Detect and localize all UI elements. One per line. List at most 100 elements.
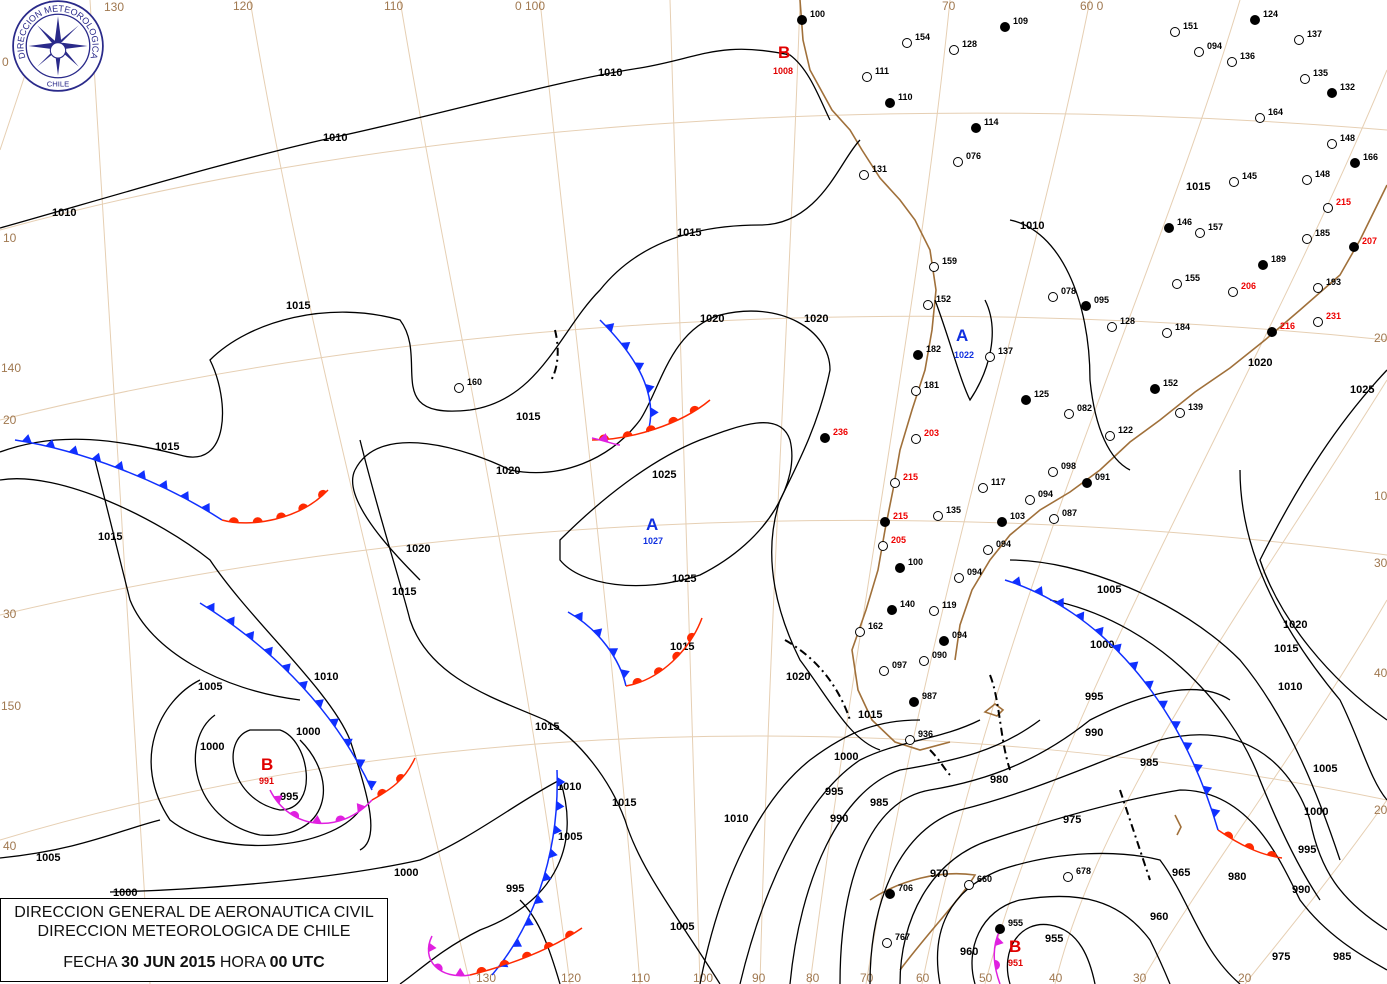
grid-label: 140 [1, 361, 21, 375]
cold-front [567, 611, 627, 687]
isobar-label: 1020 [700, 313, 724, 325]
station-plot: 097 [879, 660, 907, 676]
station-plot: 205 [878, 535, 906, 551]
grid-label: 30 [1133, 971, 1147, 984]
isobar-label: 1015 [392, 586, 416, 598]
low-pressure-value: 1008 [773, 66, 793, 76]
cloud-cover-icon [909, 697, 919, 707]
front-triangle [1158, 700, 1168, 710]
front-semicircle [994, 960, 1001, 971]
station-pressure: 181 [924, 380, 939, 390]
cloud-cover-icon [890, 478, 900, 488]
front-triangle [205, 602, 215, 613]
front-triangle [136, 470, 146, 480]
station-plot: 103 [997, 511, 1025, 527]
front-triangle [1144, 680, 1154, 690]
cloud-cover-icon [949, 45, 959, 55]
station-plot: 140 [887, 599, 915, 615]
front-semicircle [672, 651, 681, 661]
station-pressure: 767 [895, 932, 910, 942]
cloud-cover-icon [1300, 74, 1310, 84]
station-plot: 100 [895, 557, 923, 573]
station-plot: 185 [1302, 228, 1330, 244]
cloud-cover-icon [1229, 177, 1239, 187]
station-pressure: 119 [942, 600, 957, 610]
station-plot: 135 [933, 505, 961, 521]
station-pressure: 132 [1340, 82, 1355, 92]
front-triangle [1055, 597, 1064, 608]
grid-label: 20 [1374, 331, 1387, 345]
station-pressure: 100 [810, 9, 825, 19]
cold-front [199, 602, 373, 791]
cloud-cover-icon [1255, 113, 1265, 123]
station-pressure: 148 [1315, 169, 1330, 179]
occluded-front [993, 929, 1001, 984]
front-semicircle [252, 517, 263, 523]
front-triangle [557, 776, 566, 787]
front-triangle [428, 942, 437, 953]
cloud-cover-icon [1194, 47, 1204, 57]
cloud-cover-icon [929, 262, 939, 272]
logo-text: CHILE [47, 80, 70, 89]
station-plot: 189 [1258, 254, 1286, 270]
isobar-label: 995 [280, 791, 298, 803]
station-plot: 706 [885, 883, 913, 899]
cloud-cover-icon [1294, 35, 1304, 45]
station-plot: 146 [1164, 217, 1192, 233]
station-pressure: 135 [946, 505, 961, 515]
cold-front [491, 769, 558, 976]
troughs [549, 329, 1151, 881]
station-pressure: 098 [1061, 461, 1076, 471]
isobar-label: 1015 [98, 531, 122, 543]
station-plot: 090 [919, 650, 947, 666]
station-pressure: 140 [900, 599, 915, 609]
cloud-cover-icon [1258, 260, 1268, 270]
cloud-cover-icon [1327, 88, 1337, 98]
station-plot: 145 [1229, 171, 1257, 187]
station-plot: 139 [1175, 402, 1203, 418]
station-plot: 132 [1327, 82, 1355, 98]
isobar-label: 1005 [1313, 763, 1337, 775]
front-triangle [245, 631, 255, 641]
front-triangle [1202, 785, 1213, 796]
coastline [799, 0, 1387, 971]
isobar-label: 1020 [406, 543, 430, 555]
front-triangle [1171, 721, 1181, 730]
front-triangle [620, 342, 631, 351]
front-semicircle [632, 678, 643, 685]
station-plot: 164 [1255, 107, 1283, 123]
front-triangle [1193, 763, 1203, 773]
station-pressure: 094 [1207, 41, 1222, 51]
isobar-label: 1010 [1278, 681, 1302, 693]
station-plot: 111 [862, 66, 889, 82]
station-pressure: 160 [467, 377, 482, 387]
cloud-cover-icon [1107, 322, 1117, 332]
station-pressure: 094 [1038, 489, 1053, 499]
isobar-label: 1005 [558, 831, 582, 843]
station-plot: 094 [983, 539, 1011, 555]
station-plot: 082 [1064, 403, 1092, 419]
grid-label: 20 [3, 413, 17, 427]
cloud-cover-icon [885, 98, 895, 108]
station-plot: 206 [1228, 281, 1256, 297]
station-plot: 987 [909, 691, 937, 707]
grid-label: 150 [1, 699, 21, 713]
chart-hour: 00 UTC [269, 954, 325, 971]
station-pressure: 955 [1008, 918, 1023, 928]
station-pressure: 109 [1013, 16, 1028, 26]
grid-label: 30 [3, 607, 17, 621]
front-triangle [281, 663, 291, 673]
front-triangle [604, 323, 615, 333]
isobars [0, 48, 1387, 984]
front-triangle [1075, 611, 1085, 621]
front-triangle [650, 407, 659, 418]
occluded-front [591, 437, 621, 446]
front-semicircle [298, 503, 308, 511]
grid-label: 40 [1049, 971, 1063, 984]
front-triangle [634, 362, 645, 372]
isobar-label: 1000 [200, 741, 224, 753]
front-triangle [592, 628, 603, 638]
station-pressure: 124 [1263, 9, 1278, 19]
front-semicircle [565, 930, 575, 939]
station-plot: 184 [1162, 322, 1190, 338]
